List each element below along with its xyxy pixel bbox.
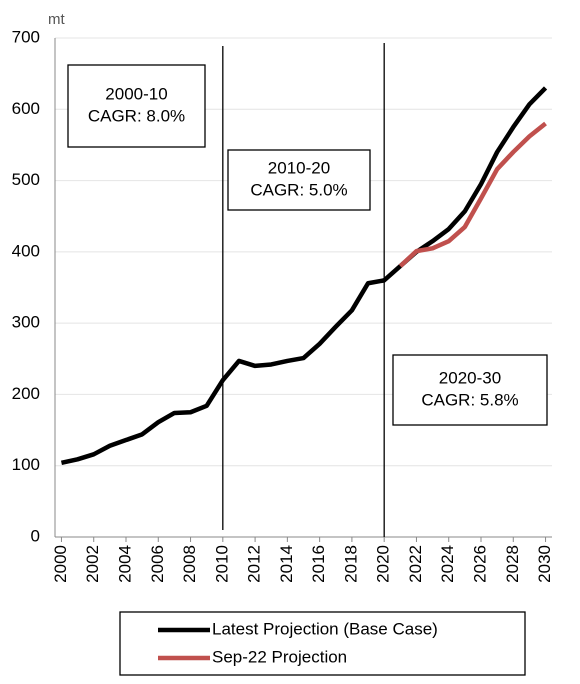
annotation-box xyxy=(392,354,548,426)
x-tick-label: 2000 xyxy=(51,545,70,583)
x-tick-label: 2014 xyxy=(277,545,296,583)
series-line xyxy=(398,121,547,268)
annotation-text: 2010-20 xyxy=(268,158,330,177)
legend-box xyxy=(119,611,526,676)
annotation-box xyxy=(67,64,206,148)
annotation-text: CAGR: 5.0% xyxy=(250,180,347,199)
x-tick-label: 2024 xyxy=(438,545,457,583)
y-tick-label: 0 xyxy=(31,526,40,545)
x-tick-label: 2016 xyxy=(309,545,328,583)
annotation-box xyxy=(227,149,371,211)
y-tick-label: 500 xyxy=(12,170,40,189)
y-unit: mt xyxy=(48,11,65,28)
x-tick-label: 2006 xyxy=(148,545,167,583)
annotation-text: CAGR: 5.8% xyxy=(421,390,518,409)
x-tick-label: 2020 xyxy=(374,545,393,583)
legend-label: Sep-22 Projection xyxy=(212,647,347,666)
x-tick-label: 2004 xyxy=(115,545,134,583)
legend-label: Latest Projection (Base Case) xyxy=(212,619,438,638)
x-tick-label: 2002 xyxy=(83,545,102,583)
annotation-text: 2020-30 xyxy=(439,368,501,387)
y-tick-label: 700 xyxy=(12,27,40,46)
y-tick-label: 100 xyxy=(12,455,40,474)
x-tick-label: 2022 xyxy=(406,545,425,583)
y-tick-label: 400 xyxy=(12,241,40,260)
x-tick-label: 2018 xyxy=(341,545,360,583)
x-tick-label: 2010 xyxy=(212,545,231,583)
annotation-text: CAGR: 8.0% xyxy=(88,106,185,125)
x-tick-label: 2030 xyxy=(535,545,554,583)
series-line xyxy=(60,86,548,466)
x-tick-label: 2028 xyxy=(503,545,522,583)
x-tick-label: 2012 xyxy=(245,545,264,583)
annotation-text: 2000-10 xyxy=(105,84,167,103)
y-tick-label: 200 xyxy=(12,384,40,403)
y-tick-label: 600 xyxy=(12,99,40,118)
x-tick-label: 2008 xyxy=(180,545,199,583)
x-tick-label: 2026 xyxy=(470,545,489,583)
y-tick-label: 300 xyxy=(12,313,40,332)
